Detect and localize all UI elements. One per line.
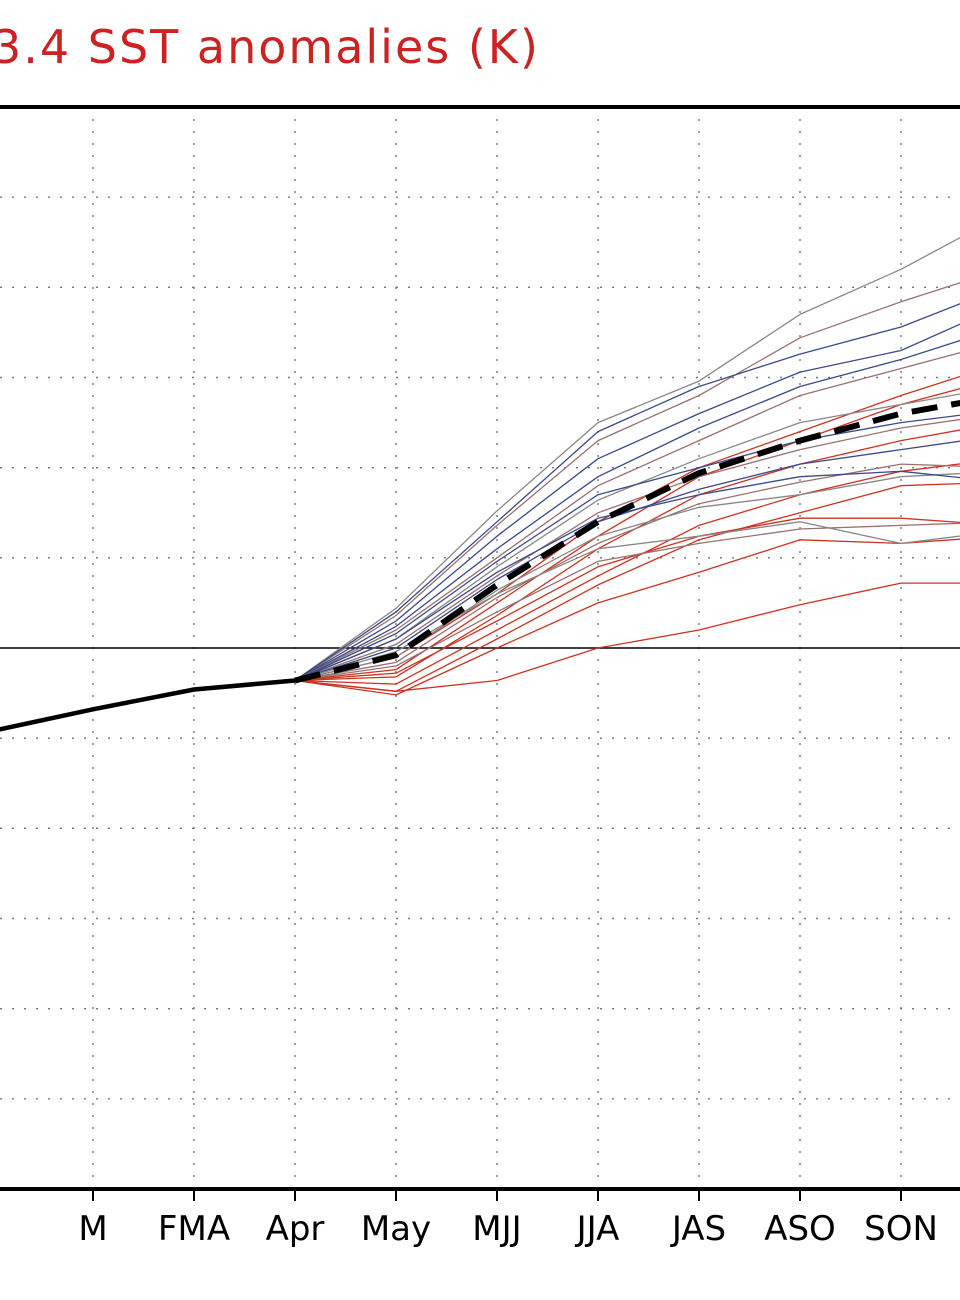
ensemble-member-line <box>294 388 960 682</box>
chart-title: 3.4 SST anomalies (K) <box>0 20 540 74</box>
x-tick-label: May <box>361 1209 431 1249</box>
ensemble-member-line <box>294 414 960 682</box>
ensemble-member-line <box>294 470 960 682</box>
ensemble-member-line <box>294 522 960 682</box>
observed-line <box>0 678 298 732</box>
x-tick-label: FMA <box>158 1209 230 1249</box>
ensemble-member-line <box>294 463 960 682</box>
x-tick-label: SON <box>864 1209 938 1249</box>
ensemble-member-line <box>294 418 960 682</box>
ensemble-member-line <box>294 482 960 692</box>
ensemble-member-line <box>294 440 960 682</box>
x-tick-label: JAS <box>670 1209 726 1249</box>
x-tick-label: JJA <box>575 1209 620 1249</box>
x-tick-label: Apr <box>266 1209 325 1249</box>
ensemble-member-line <box>294 582 960 692</box>
ensemble-member-line <box>294 351 960 682</box>
ensemble-mean-line <box>294 399 960 684</box>
ensemble-member-line <box>294 393 960 682</box>
ensemble-member-line <box>294 339 960 682</box>
x-tick-label: ASO <box>764 1209 836 1249</box>
ensemble-member-line <box>294 303 960 682</box>
ensemble-member-line <box>294 538 960 696</box>
ensemble-member-line <box>294 282 960 682</box>
ensemble-member-line <box>294 236 960 682</box>
ensemble-member-line <box>294 429 960 682</box>
ensemble-member-line <box>294 463 960 685</box>
ensemble-member-line <box>294 323 960 682</box>
x-tick-label: M <box>78 1209 107 1249</box>
x-tick-label: MJJ <box>472 1209 521 1249</box>
